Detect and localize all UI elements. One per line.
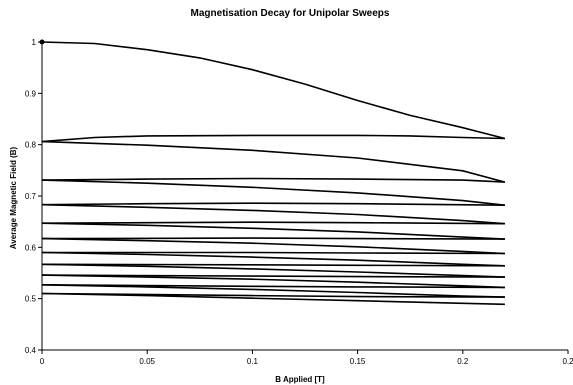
loop-2-down-curve <box>41 140 506 183</box>
loop-4-down-curve <box>41 203 505 225</box>
loop-5-down-curve <box>41 222 505 240</box>
loop-3-down-curve <box>41 179 505 206</box>
loop-2-up-curve <box>41 177 505 183</box>
loop-9-down-curve <box>41 274 505 289</box>
y-tick-label: 1 <box>32 38 37 47</box>
y-tick-label: 0.9 <box>25 89 37 98</box>
y-tick-label: 0.4 <box>25 346 37 355</box>
y-tick-label: 0.8 <box>25 141 37 150</box>
x-tick-label: 0.15 <box>350 357 366 366</box>
y-tick-label: 0.6 <box>25 243 37 252</box>
curves <box>39 39 506 306</box>
x-tick-label: 0.1 <box>247 357 259 366</box>
loop-6-down-curve <box>41 237 505 255</box>
loop-8-up-curve <box>41 274 505 278</box>
x-tick-label: 0.2 <box>457 357 469 366</box>
loop-7-down-curve <box>41 251 505 267</box>
x-tick-label: 0.2 <box>562 357 573 366</box>
loop-6-up-curve <box>42 251 505 255</box>
x-tick-label: 0.05 <box>139 357 155 366</box>
y-tick-label: 0.5 <box>25 295 37 304</box>
loop-10-up-curve <box>41 292 505 298</box>
x-tick-label: 0 <box>40 357 45 366</box>
loop-4-up-curve <box>41 221 505 225</box>
loop-3-up-curve <box>41 202 505 206</box>
loop-1-up-curve <box>41 134 505 143</box>
loop-7-up-curve <box>41 263 505 267</box>
axes: 0.4 0.5 0.6 0.7 0.8 0.9 1 0 0.05 0.1 0.15 0.2 0.2 <box>25 38 573 366</box>
loop-8-down-curve <box>41 263 505 278</box>
chart-title: Magnetisation Decay for Unipolar Sweeps <box>191 8 390 19</box>
x-axis-label: B Applied [T] <box>275 375 325 384</box>
loop-1-down-curve <box>41 41 506 140</box>
loop-9-up-curve <box>41 284 505 289</box>
y-tick-label: 0.7 <box>25 192 37 201</box>
loop-5-up-curve <box>41 237 505 240</box>
start-point-marker <box>39 39 45 45</box>
loop-11-down-curve <box>41 292 505 306</box>
y-axis-label: Average Magnetic Field (B) <box>9 146 18 249</box>
